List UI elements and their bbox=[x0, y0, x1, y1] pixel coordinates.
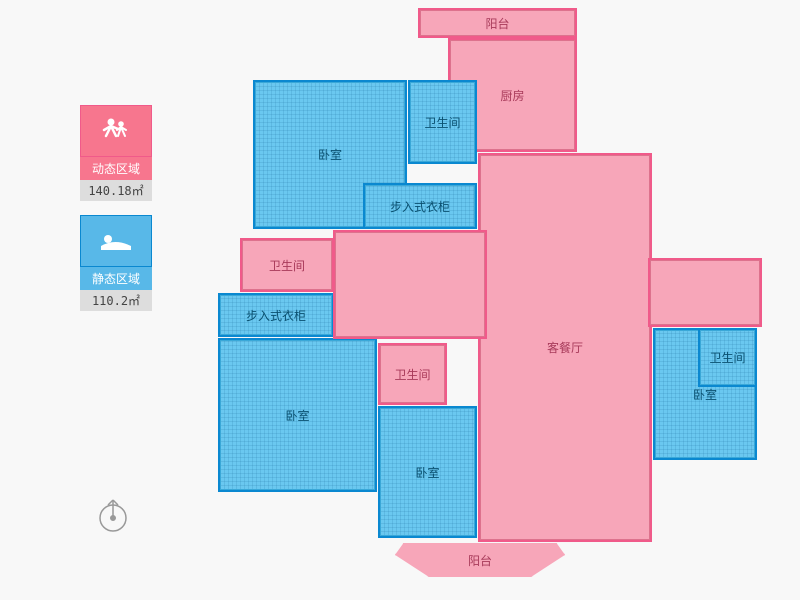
legend-static: 静态区域 110.2㎡ bbox=[80, 215, 152, 331]
legend-static-label: 静态区域 bbox=[80, 267, 152, 290]
room-bath_top: 卫生间 bbox=[410, 82, 475, 162]
room-balcony_top: 阳台 bbox=[420, 10, 575, 36]
legend-dynamic-value: 140.18㎡ bbox=[80, 180, 152, 201]
room-living_ext bbox=[335, 232, 485, 337]
room-bedroom_mids: 卧室 bbox=[380, 408, 475, 536]
compass-icon bbox=[95, 498, 131, 534]
legend-static-value: 110.2㎡ bbox=[80, 290, 152, 311]
active-people-icon bbox=[80, 105, 152, 157]
room-living: 客餐厅 bbox=[480, 155, 650, 540]
room-balcony_bottom: 阳台 bbox=[395, 543, 565, 577]
legend-dynamic-label: 动态区域 bbox=[80, 157, 152, 180]
room-closet_2: 步入式衣柜 bbox=[220, 295, 332, 335]
room-bath_center: 卫生间 bbox=[380, 345, 445, 403]
sleeping-icon bbox=[80, 215, 152, 267]
room-bath_mid: 卫生间 bbox=[242, 240, 332, 290]
floor-plan: 阳台厨房卧室卫生间步入式衣柜卫生间步入式衣柜卧室卫生间客餐厅卧室卧室卫生间阳台 bbox=[220, 10, 760, 580]
room-closet_1: 步入式衣柜 bbox=[365, 185, 475, 227]
legend-dynamic: 动态区域 140.18㎡ bbox=[80, 105, 152, 221]
room-bath_e: 卫生间 bbox=[700, 330, 755, 385]
room-living_ext2 bbox=[650, 260, 760, 325]
room-bedroom_sw: 卧室 bbox=[220, 340, 375, 490]
